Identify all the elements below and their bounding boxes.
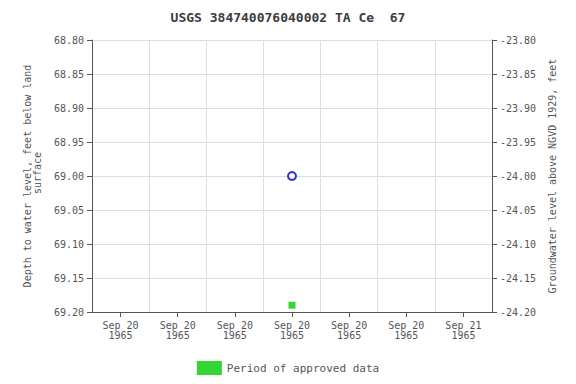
svg-text:1965: 1965 (451, 330, 475, 341)
svg-text:68.95: 68.95 (54, 137, 84, 148)
svg-text:Sep 20: Sep 20 (102, 319, 139, 331)
svg-text:-23.90: -23.90 (500, 103, 536, 114)
svg-text:surface: surface (32, 152, 43, 200)
svg-text:-23.80: -23.80 (500, 35, 536, 46)
svg-text:Sep 20: Sep 20 (331, 319, 368, 331)
svg-text:69.05: 69.05 (54, 205, 84, 216)
svg-text:-23.95: -23.95 (500, 137, 536, 148)
svg-text:69.20: 69.20 (54, 307, 84, 318)
svg-text:-24.15: -24.15 (500, 273, 536, 284)
svg-text:68.85: 68.85 (54, 69, 84, 80)
svg-text:Sep 21: Sep 21 (445, 319, 482, 331)
svg-text:68.90: 68.90 (54, 103, 84, 114)
svg-text:Sep 20: Sep 20 (388, 319, 425, 331)
svg-text:Groundwater level above NGVD 1: Groundwater level above NGVD 1929, feet (547, 59, 558, 294)
svg-text:-24.00: -24.00 (500, 171, 536, 182)
svg-text:1965: 1965 (166, 330, 190, 341)
svg-text:Sep 20: Sep 20 (216, 319, 253, 331)
svg-text:1965: 1965 (109, 330, 133, 341)
svg-text:69.00: 69.00 (54, 171, 84, 182)
svg-text:68.80: 68.80 (54, 35, 84, 46)
svg-text:-24.20: -24.20 (500, 307, 536, 318)
svg-text:-23.85: -23.85 (500, 69, 536, 80)
svg-text:Depth to water level, feet bel: Depth to water level, feet below land (22, 64, 34, 288)
svg-text:-24.10: -24.10 (500, 239, 536, 250)
svg-text:1965: 1965 (280, 330, 304, 341)
svg-text:69.10: 69.10 (54, 239, 84, 250)
svg-text:-24.05: -24.05 (500, 205, 536, 216)
svg-text:69.15: 69.15 (54, 273, 84, 284)
svg-text:Sep 20: Sep 20 (159, 319, 196, 331)
svg-text:USGS 384740076040002 TA Ce 67: USGS 384740076040002 TA Ce 67 (171, 10, 406, 25)
svg-text:Sep 20: Sep 20 (273, 319, 311, 331)
svg-text:Period of approved data: Period of approved data (227, 362, 379, 375)
svg-text:1965: 1965 (337, 330, 361, 341)
svg-text:1965: 1965 (223, 330, 247, 341)
svg-text:1965: 1965 (394, 330, 418, 341)
